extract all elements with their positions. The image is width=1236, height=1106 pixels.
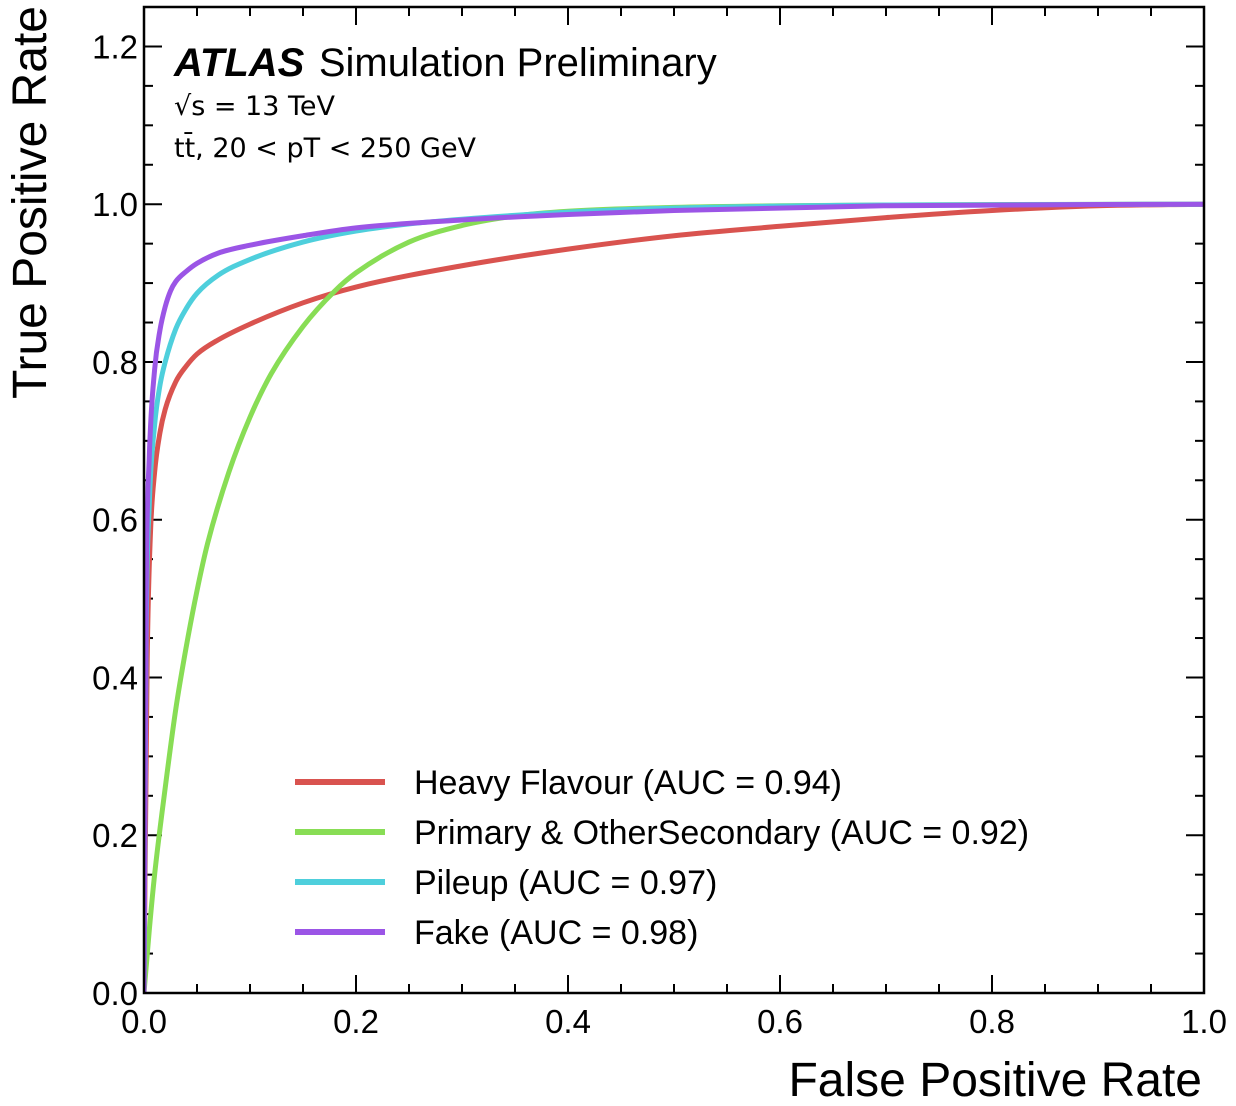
curves-layer bbox=[144, 201, 1204, 993]
x-axis-title: False Positive Rate bbox=[788, 1054, 1202, 1106]
y-axis-title: True Positive Rate bbox=[4, 6, 57, 399]
legend: Heavy Flavour (AUC = 0.94) Primary & Othe… bbox=[295, 764, 1029, 952]
legend-label: Primary & OtherSecondary (AUC = 0.92) bbox=[414, 814, 1029, 852]
plot-frame bbox=[142, 5, 1206, 995]
energy-label: √s = 13 TeV bbox=[174, 91, 336, 122]
y-tick-label: 1.2 bbox=[92, 28, 138, 65]
series-line-3 bbox=[144, 201, 1204, 993]
x-tick-labels: 0.0 0.2 0.4 0.6 0.8 1.0 bbox=[121, 1003, 1227, 1040]
x-tick-label: 1.0 bbox=[1181, 1003, 1227, 1040]
y-tick-label: 0.8 bbox=[92, 344, 138, 381]
ticks-layer bbox=[143, 6, 1205, 994]
y-tick-label: 0.4 bbox=[92, 659, 138, 696]
x-tick-label: 0.2 bbox=[333, 1003, 379, 1040]
y-tick-label: 0.2 bbox=[92, 817, 138, 854]
legend-label: Heavy Flavour (AUC = 0.94) bbox=[414, 764, 842, 802]
y-tick-label: 0.6 bbox=[92, 502, 138, 539]
x-tick-label: 0.0 bbox=[121, 1003, 167, 1040]
selection-label: tt̄, 20 < pT < 250 GeV bbox=[174, 132, 477, 164]
x-tick-label: 0.4 bbox=[545, 1003, 591, 1040]
x-tick-label: 0.8 bbox=[969, 1003, 1015, 1040]
y-tick-labels: 0.0 0.2 0.4 0.6 0.8 1.0 1.2 bbox=[92, 28, 138, 1012]
series-line-0 bbox=[144, 201, 1204, 993]
y-tick-label: 0.0 bbox=[92, 975, 138, 1012]
y-tick-label: 1.0 bbox=[92, 186, 138, 223]
atlas-experiment: ATLAS bbox=[173, 41, 305, 85]
legend-label: Fake (AUC = 0.98) bbox=[414, 914, 698, 952]
atlas-status: Simulation Preliminary bbox=[319, 41, 717, 85]
atlas-label: ATLAS Simulation Preliminary √s = 13 TeV… bbox=[173, 41, 717, 164]
x-tick-label: 0.6 bbox=[757, 1003, 803, 1040]
svg-text:ATLAS Simulation Prelimi: ATLAS Simulation Preliminary bbox=[173, 41, 717, 85]
legend-label: Pileup (AUC = 0.97) bbox=[414, 864, 717, 902]
